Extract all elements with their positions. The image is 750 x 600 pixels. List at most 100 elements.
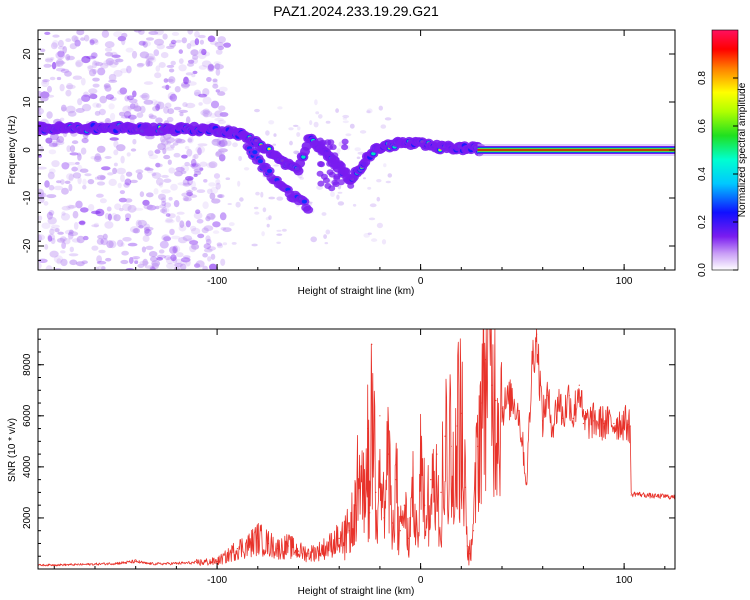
snr-point (430, 479, 432, 481)
colorbar-gradient (711, 29, 739, 271)
snr-point (359, 466, 361, 468)
snr-frame (37, 328, 676, 570)
snr-point (444, 435, 446, 437)
snr-point (196, 562, 198, 564)
snr-point (450, 445, 452, 447)
snr-point (460, 412, 462, 414)
snr-point (568, 394, 570, 396)
spectrogram-y-tick-label: 20 (22, 48, 33, 60)
snr-point (328, 545, 330, 547)
snr-point (517, 410, 519, 412)
snr-point (379, 415, 381, 417)
snr-point (664, 495, 666, 497)
snr-point (407, 537, 409, 540)
snr-point (440, 491, 442, 493)
snr-point (485, 359, 487, 361)
snr-y-tick-label: 8000 (22, 353, 33, 376)
snr-point (354, 504, 357, 506)
snr-point (367, 428, 369, 430)
snr-point (495, 399, 497, 402)
snr-point (531, 356, 534, 358)
spectrogram-x-tick-label: 100 (616, 276, 633, 287)
snr-point (424, 504, 426, 506)
snr-point (383, 517, 385, 519)
snr-point (536, 333, 538, 335)
snr-point (363, 491, 365, 493)
spectrogram-y-label: Frequency (Hz) (7, 116, 18, 185)
snr-point (481, 402, 483, 404)
snr-point (420, 466, 422, 468)
spectrogram-secondary-track (242, 142, 314, 214)
spectrogram-y-tick-label: -10 (22, 190, 33, 205)
snr-point (623, 421, 625, 423)
snr-point (415, 522, 418, 524)
snr-point (74, 564, 76, 566)
snr-point (399, 530, 401, 532)
snr-point (552, 425, 554, 427)
snr-point (267, 542, 269, 545)
snr-point (247, 545, 249, 547)
spectrogram-y-tick-label: -20 (22, 238, 33, 253)
spectrogram-y-tick-label: 0 (22, 147, 33, 153)
snr-point (477, 445, 479, 447)
snr-point (491, 384, 493, 386)
colorbar-tick-label: 0.0 (697, 263, 708, 277)
spectrogram-stable-line (477, 144, 675, 156)
snr-point (277, 548, 279, 550)
snr-point (318, 550, 320, 552)
snr-point (375, 491, 377, 493)
snr-x-tick-label: -100 (207, 575, 227, 586)
spectrogram-x-label: Height of straight line (km) (298, 286, 415, 297)
snr-point (578, 384, 580, 386)
spectrogram-x-tick-label: 0 (418, 276, 424, 287)
snr-point (525, 484, 528, 486)
snr-series-line (38, 329, 675, 567)
snr-point (287, 545, 289, 547)
snr-point (464, 486, 466, 488)
colorbar-label: Normalized spectral amplitude (737, 82, 748, 217)
snr-point (630, 494, 632, 496)
snr-point (371, 343, 373, 345)
snr-point (472, 530, 475, 532)
snr-y-tick-label: 2000 (22, 506, 33, 529)
snr-point (613, 422, 615, 425)
snr-point (338, 537, 340, 540)
snr-point (456, 425, 458, 427)
snr-point (114, 562, 116, 565)
snr-point (521, 440, 524, 442)
snr-point (387, 453, 389, 455)
snr-x-tick-label: 0 (418, 575, 424, 586)
snr-point (572, 417, 574, 419)
snr-point (542, 420, 544, 422)
snr-point (633, 493, 635, 495)
snr-point (466, 545, 468, 547)
colorbar-tick-label: 0.8 (697, 71, 708, 85)
snr-point (226, 555, 228, 557)
snr-point (558, 397, 560, 399)
colorbar-tick-label: 0.4 (697, 167, 708, 181)
snr-point (501, 407, 503, 409)
spectrogram-x-tick-label: -100 (207, 276, 227, 287)
spectrogram-main-track (38, 120, 486, 192)
snr-point (236, 548, 238, 550)
snr-point (468, 553, 471, 555)
snr-point (395, 479, 397, 481)
snr-y-tick-label: 6000 (22, 404, 33, 427)
snr-panel: -100 0 100 2000 4000 6000 8000 Height of strai… (7, 328, 676, 597)
snr-y-label: SNR (10 * v/v) (7, 418, 18, 482)
snr-point (308, 553, 310, 555)
snr-point (391, 522, 393, 524)
chart-title: PAZ1.2024.233.19.29.G21 (273, 3, 439, 19)
snr-point (511, 397, 513, 399)
snr-data-points (38, 329, 675, 566)
snr-point (411, 491, 414, 493)
colorbar: 0.0 0.2 0.4 0.6 0.8 Normalized spectral ampl… (697, 29, 748, 277)
snr-point (654, 495, 656, 497)
snr-point (135, 560, 137, 562)
snr-point (53, 564, 55, 566)
snr-point (627, 424, 629, 426)
snr-point (436, 453, 438, 455)
snr-point (603, 422, 605, 425)
